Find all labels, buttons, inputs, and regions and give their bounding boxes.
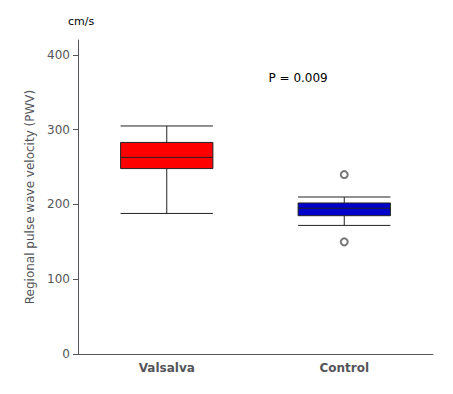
svg-text:400: 400 xyxy=(47,48,70,62)
svg-text:cm/s: cm/s xyxy=(68,15,94,28)
svg-text:P = 0.009: P = 0.009 xyxy=(268,71,327,85)
svg-text:0: 0 xyxy=(62,347,70,361)
svg-text:100: 100 xyxy=(47,272,70,286)
svg-text:Control: Control xyxy=(319,361,369,375)
svg-text:Valsalva: Valsalva xyxy=(139,361,195,375)
svg-text:Regional pulse wave velocity (: Regional pulse wave velocity (PWV) xyxy=(23,90,37,304)
svg-text:200: 200 xyxy=(47,197,70,211)
svg-text:300: 300 xyxy=(47,123,70,137)
